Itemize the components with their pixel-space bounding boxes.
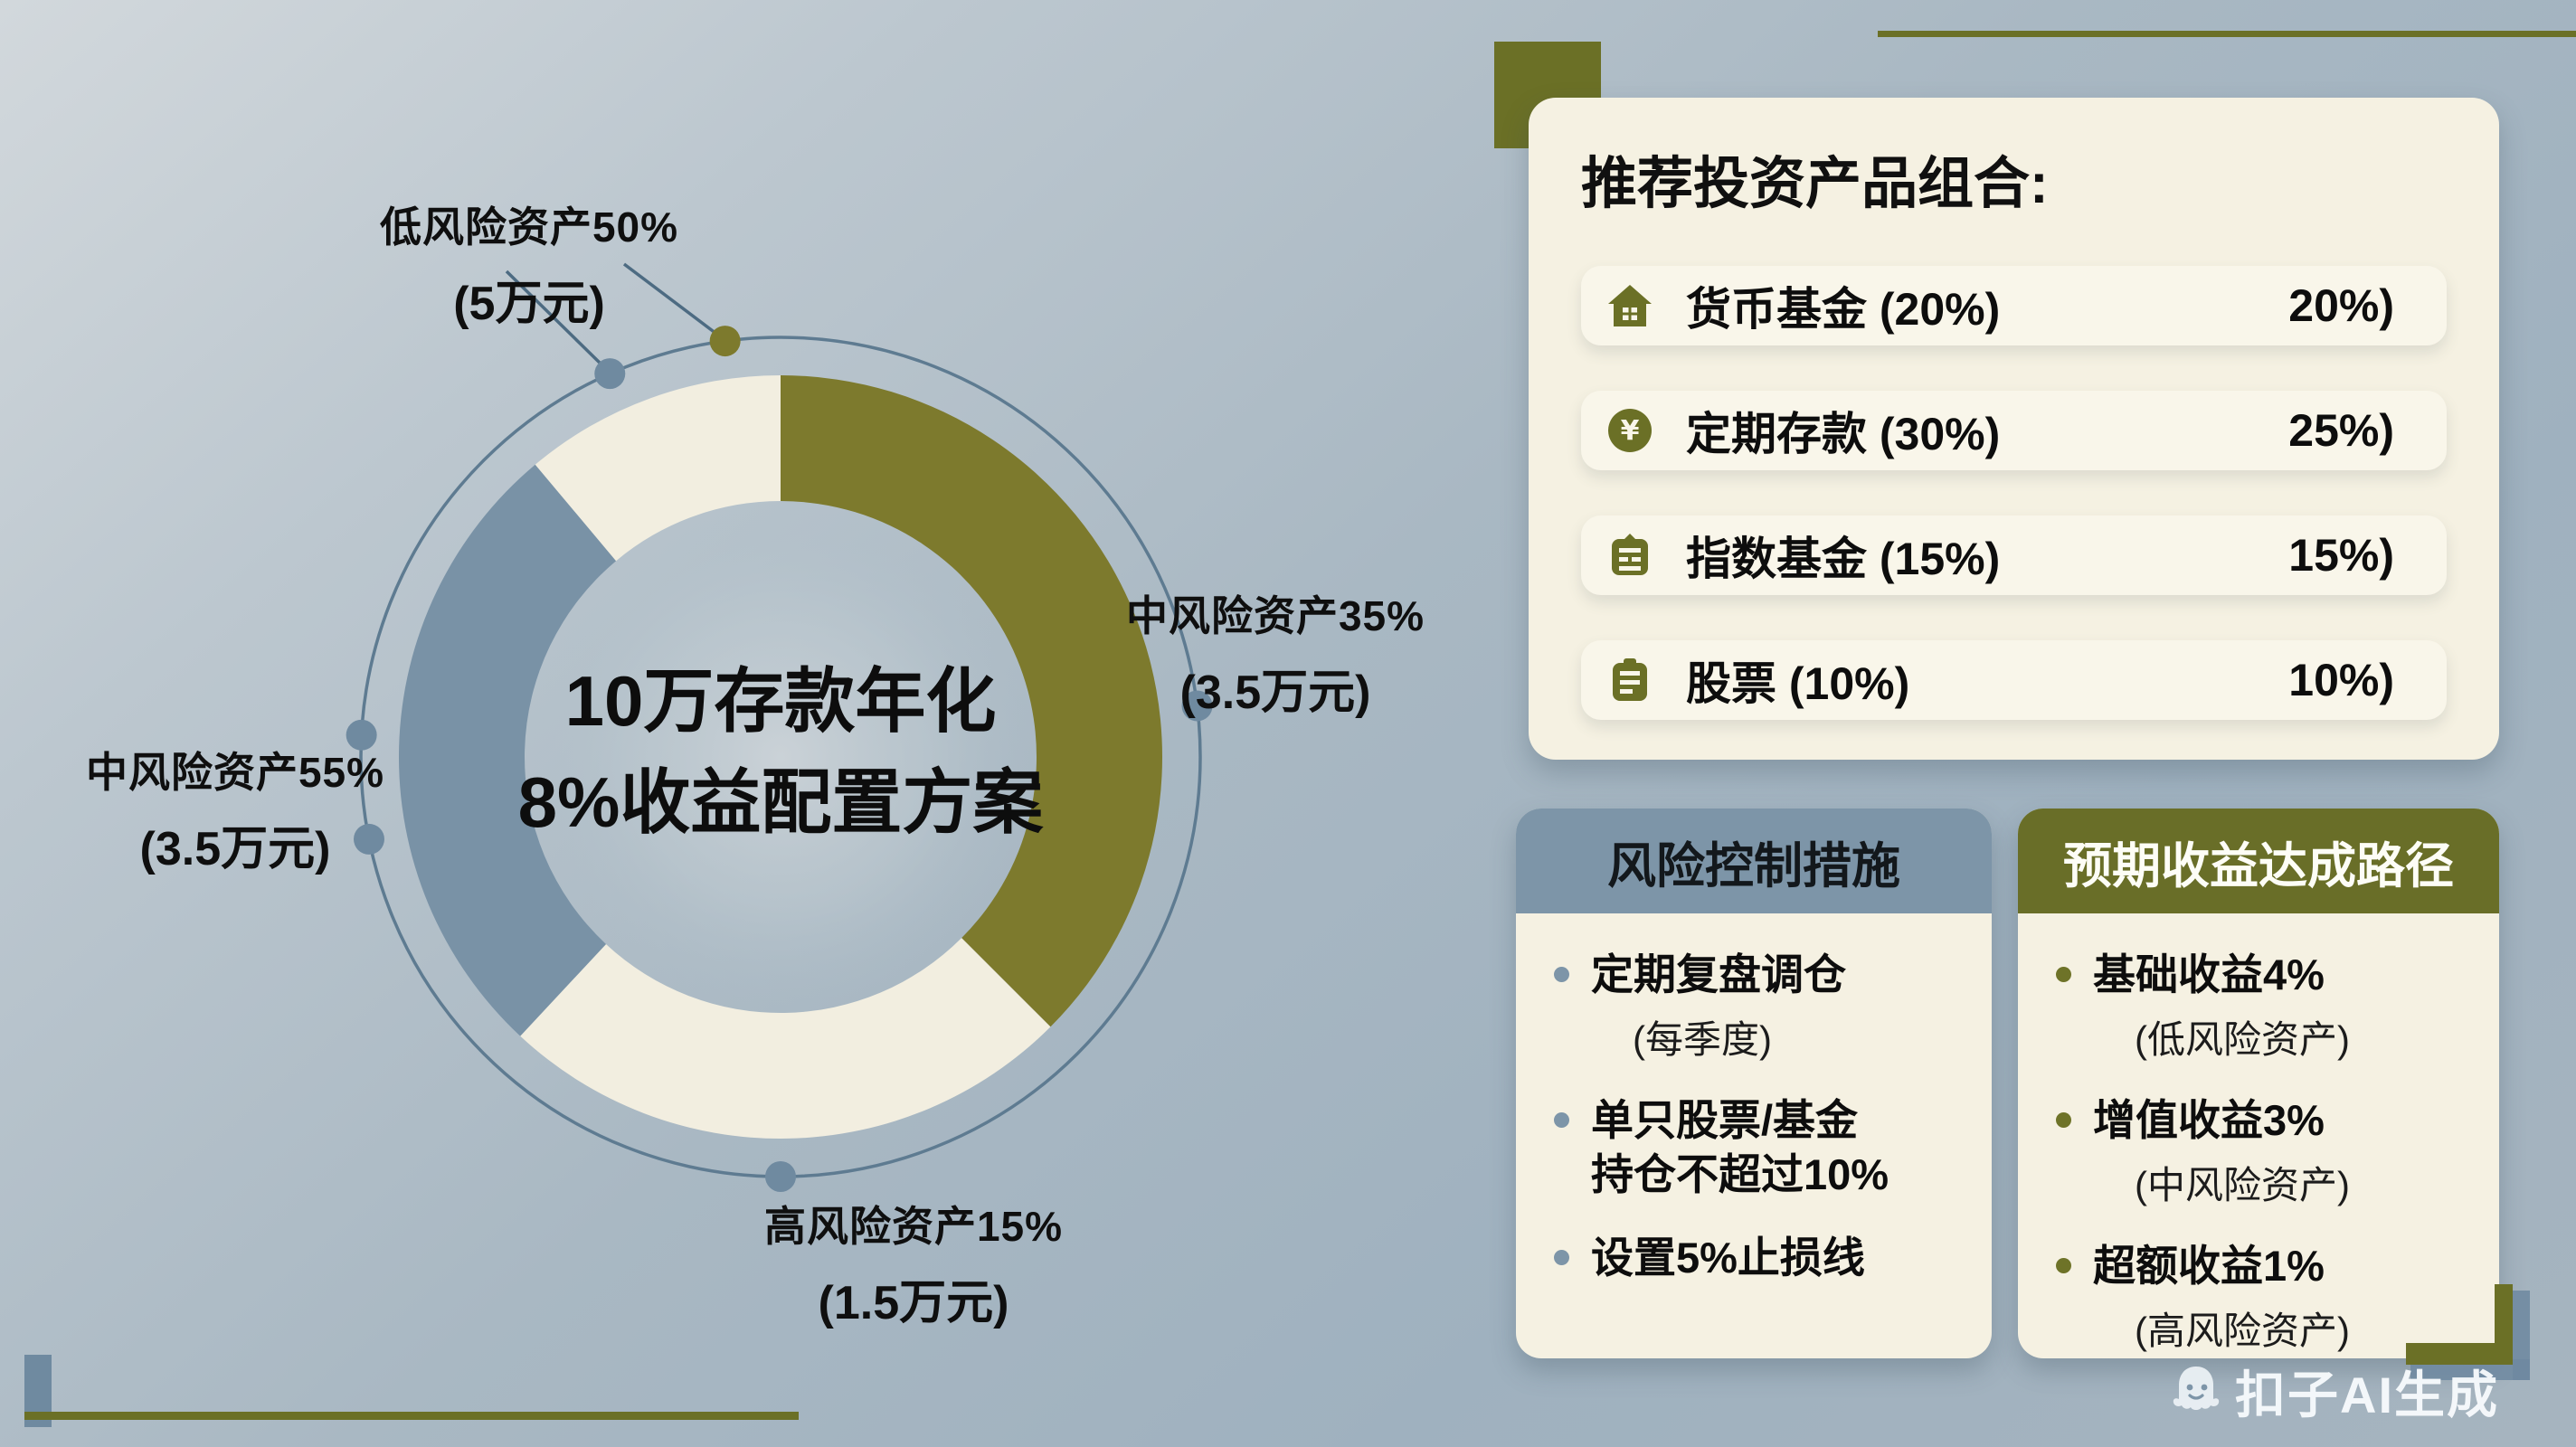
risk-item-position-limit: 单只股票/基金 持仓不超过10% bbox=[1554, 1093, 1968, 1202]
callout-dot bbox=[594, 358, 626, 390]
portfolio-title: 推荐投资产品组合: bbox=[1581, 153, 2049, 215]
watermark: 扣子AI生成 bbox=[2166, 1355, 2499, 1428]
row-label: 货币基金 (20%) bbox=[1686, 284, 2001, 335]
risk-panel: 风险控制措施 定期复盘调仓 (每季度) 单只股票/基金 持仓不超过10% 设置5… bbox=[1516, 809, 1992, 1358]
top-right-line bbox=[1878, 31, 2576, 37]
bullet-dot bbox=[1554, 967, 1569, 982]
chart-center-title: 10万存款年化 8%收益配置方案 bbox=[374, 651, 1188, 853]
callout-line bbox=[505, 270, 606, 369]
returns-item-excess: 超额收益1% (高风险资产) bbox=[2056, 1239, 2476, 1356]
returns-panel-body: 基础收益4% (低风险资产) 增值收益3% (中风险资产) 超额收益1% (高风… bbox=[2018, 913, 2499, 1356]
callout-line bbox=[622, 262, 722, 338]
returns-panel: 预期收益达成路径 基础收益4% (低风险资产) 增值收益3% (中风险资产) 超… bbox=[2018, 809, 2499, 1358]
label-mid-risk-right: 中风险资产35% (3.5万元) bbox=[1125, 592, 1425, 719]
bottom-right-corner-decor bbox=[2406, 1284, 2533, 1384]
row-value: 15%) bbox=[2288, 530, 2394, 581]
donut-segment-blue-left bbox=[399, 464, 617, 1036]
callout-dot bbox=[1181, 690, 1213, 722]
svg-text:¥: ¥ bbox=[1621, 415, 1640, 447]
label-mid-risk-left: 中风险资产55% (3.5万元) bbox=[85, 749, 385, 875]
callout-dot bbox=[346, 719, 377, 751]
index-fund-icon bbox=[1606, 532, 1653, 579]
risk-panel-header: 风险控制措施 bbox=[1516, 809, 1992, 913]
deposit-icon: ¥ bbox=[1606, 407, 1653, 454]
returns-item-base: 基础收益4% (低风险资产) bbox=[2056, 948, 2476, 1064]
risk-item-rebalance: 定期复盘调仓 (每季度) bbox=[1554, 948, 1968, 1064]
bottom-left-line bbox=[24, 1412, 799, 1420]
bullet-dot bbox=[1554, 1112, 1569, 1129]
callout-dot bbox=[765, 1161, 796, 1192]
chart-center-line1: 10万存款年化 bbox=[564, 661, 997, 741]
donut-segment-olive-right bbox=[781, 375, 1162, 1027]
house-icon bbox=[1606, 282, 1653, 329]
row-label: 指数基金 (15%) bbox=[1686, 534, 2001, 584]
portfolio-row-money-fund: 货币基金 (20%) 20%) bbox=[1581, 266, 2447, 345]
portfolio-row-index-fund: 指数基金 (15%) 15%) bbox=[1581, 515, 2447, 595]
label-low-risk: 低风险资产50% (5万元) bbox=[379, 203, 679, 330]
label-high-risk: 高风险资产15% (1.5万元) bbox=[763, 1203, 1064, 1329]
portfolio-panel: 推荐投资产品组合: 货币基金 (20%) 20%) ¥ 定期存款 (30%) 2… bbox=[1529, 98, 2499, 760]
stock-icon bbox=[1606, 657, 1653, 704]
row-value: 10%) bbox=[2288, 655, 2394, 705]
portfolio-row-stock: 股票 (10%) 10%) bbox=[1581, 640, 2447, 720]
risk-item-stop-loss: 设置5%止损线 bbox=[1554, 1231, 1968, 1285]
portfolio-row-deposit: ¥ 定期存款 (30%) 25%) bbox=[1581, 391, 2447, 470]
row-label: 定期存款 (30%) bbox=[1686, 409, 2001, 459]
bullet-dot bbox=[2056, 1258, 2071, 1274]
bullet-dot bbox=[2056, 1112, 2071, 1129]
watermark-text: 扣子AI生成 bbox=[2235, 1367, 2499, 1423]
donut-segment-cream-top bbox=[535, 375, 781, 562]
callout-dot bbox=[709, 326, 741, 357]
row-label: 股票 (10%) bbox=[1686, 658, 1910, 709]
returns-item-growth: 增值收益3% (中风险资产) bbox=[2056, 1093, 2476, 1210]
portfolio-rows: 货币基金 (20%) 20%) ¥ 定期存款 (30%) 25%) 指数基金 (… bbox=[1581, 266, 2447, 720]
donut-hole-highlight bbox=[531, 507, 1030, 1007]
bullet-dot bbox=[1554, 1250, 1569, 1266]
donut-segment-cream-bottom bbox=[520, 938, 1051, 1139]
bullet-dot bbox=[2056, 967, 2071, 982]
returns-panel-header: 预期收益达成路径 bbox=[2018, 809, 2499, 913]
row-value: 20%) bbox=[2288, 280, 2394, 331]
ghost-icon bbox=[2166, 1359, 2226, 1423]
callout-dot bbox=[353, 823, 384, 855]
chart-center-line2: 8%收益配置方案 bbox=[517, 761, 1044, 842]
risk-panel-body: 定期复盘调仓 (每季度) 单只股票/基金 持仓不超过10% 设置5%止损线 bbox=[1516, 913, 1992, 1286]
row-value: 25%) bbox=[2288, 405, 2394, 456]
